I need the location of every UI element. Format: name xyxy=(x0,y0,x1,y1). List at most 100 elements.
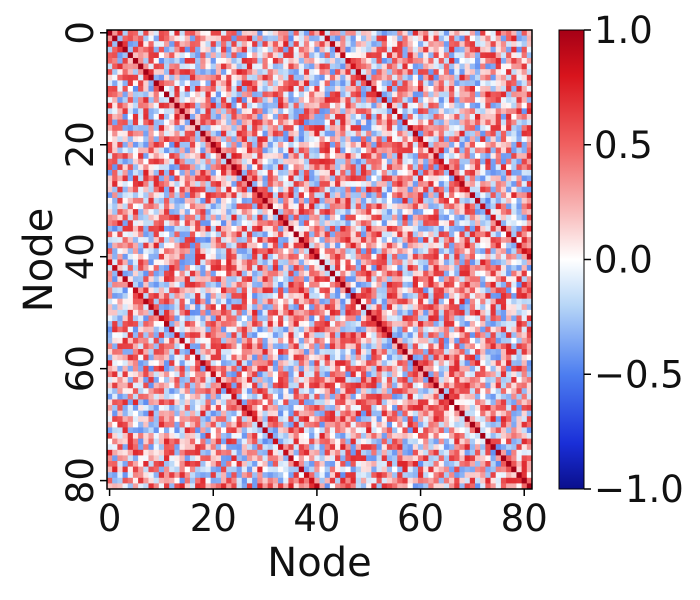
heatmap-cell xyxy=(371,315,377,322)
heatmap-cell xyxy=(335,242,341,249)
heatmap-cell xyxy=(298,164,305,171)
heatmap-cell xyxy=(516,175,523,182)
heatmap-cell xyxy=(324,136,331,143)
heatmap-cell xyxy=(474,85,481,92)
heatmap-cell xyxy=(179,220,186,227)
heatmap-cell xyxy=(226,57,232,64)
heatmap-cell xyxy=(236,69,243,76)
heatmap-cell xyxy=(210,298,217,305)
heatmap-cell xyxy=(221,276,227,283)
heatmap-cell xyxy=(500,365,507,372)
heatmap-cell xyxy=(293,119,300,126)
heatmap-cell xyxy=(293,326,300,333)
heatmap-cell xyxy=(278,181,284,188)
heatmap-cell xyxy=(449,164,455,171)
heatmap-cell xyxy=(205,287,212,294)
heatmap-cell xyxy=(112,209,118,216)
heatmap-cell xyxy=(480,69,486,76)
heatmap-cell xyxy=(469,108,476,115)
heatmap-cell xyxy=(127,304,134,311)
heatmap-cell xyxy=(189,225,196,232)
heatmap-cell xyxy=(215,209,222,216)
heatmap-cell xyxy=(386,209,393,216)
heatmap-cell xyxy=(521,242,528,249)
heatmap-cell xyxy=(397,231,403,238)
heatmap-cell xyxy=(500,237,507,244)
heatmap-cell xyxy=(319,276,326,283)
heatmap-cell xyxy=(117,293,123,300)
heatmap-cell xyxy=(184,158,191,165)
heatmap-cell xyxy=(392,253,398,260)
heatmap-cell xyxy=(262,276,269,283)
heatmap-cell xyxy=(366,332,372,339)
heatmap-cell xyxy=(480,276,486,283)
heatmap-cell xyxy=(355,337,362,344)
heatmap-cell xyxy=(521,169,528,176)
heatmap-cell xyxy=(417,349,424,356)
heatmap-cell xyxy=(360,192,367,199)
heatmap-cell xyxy=(267,209,274,216)
heatmap-cell xyxy=(407,102,414,109)
heatmap-cell xyxy=(454,158,460,165)
heatmap-cell xyxy=(283,225,289,232)
heatmap-cell xyxy=(495,69,502,76)
heatmap-cell xyxy=(257,136,263,143)
heatmap-cell xyxy=(143,237,149,244)
heatmap-cell xyxy=(143,360,149,367)
heatmap-cell xyxy=(262,209,269,216)
heatmap-cell xyxy=(428,147,434,154)
heatmap-cell xyxy=(272,276,279,283)
heatmap-cell xyxy=(485,130,491,137)
heatmap-cell xyxy=(329,360,336,367)
heatmap-cell xyxy=(449,253,455,260)
heatmap-cell xyxy=(500,337,507,344)
heatmap-cell xyxy=(433,337,440,344)
heatmap-cell xyxy=(143,337,149,344)
heatmap-cell xyxy=(350,91,357,98)
heatmap-cell xyxy=(267,175,274,182)
heatmap-cell xyxy=(132,125,139,132)
heatmap-cell xyxy=(283,113,289,120)
heatmap-cell xyxy=(381,181,388,188)
heatmap-cell xyxy=(433,108,440,115)
heatmap-cell xyxy=(443,102,450,109)
heatmap-cell xyxy=(423,97,429,104)
heatmap-cell xyxy=(428,259,434,266)
heatmap-cell xyxy=(376,242,383,249)
heatmap-cell xyxy=(117,69,123,76)
heatmap-cell xyxy=(283,85,289,92)
heatmap-cell xyxy=(423,35,429,42)
heatmap-cell xyxy=(112,46,118,53)
heatmap-cell xyxy=(267,113,274,120)
heatmap-cell xyxy=(293,309,300,316)
heatmap-cell xyxy=(407,214,414,221)
heatmap-cell xyxy=(200,158,206,165)
heatmap-cell xyxy=(381,192,388,199)
heatmap-cell xyxy=(428,197,434,204)
heatmap-cell xyxy=(433,365,440,372)
heatmap-cell xyxy=(335,225,341,232)
heatmap-cell xyxy=(329,69,336,76)
heatmap-cell xyxy=(309,214,315,221)
heatmap-cell xyxy=(278,197,284,204)
heatmap-cell xyxy=(397,130,403,137)
heatmap-cell xyxy=(189,125,196,132)
heatmap-cell xyxy=(303,197,310,204)
heatmap-cell xyxy=(500,108,507,115)
heatmap-cell xyxy=(153,175,160,182)
heatmap-cell xyxy=(148,220,155,227)
heatmap-cell xyxy=(340,175,346,182)
heatmap-cell xyxy=(490,158,497,165)
heatmap-cell xyxy=(215,130,222,137)
heatmap-cell xyxy=(309,242,315,249)
heatmap-cell xyxy=(143,41,149,48)
heatmap-cell xyxy=(360,231,367,238)
heatmap-cell xyxy=(335,108,341,115)
heatmap-cell xyxy=(474,158,481,165)
heatmap-cell xyxy=(283,276,289,283)
heatmap-cell xyxy=(298,46,305,53)
heatmap-cell xyxy=(511,326,517,333)
heatmap-cell xyxy=(148,281,155,288)
heatmap-cell xyxy=(107,69,113,76)
heatmap-cell xyxy=(179,365,186,372)
